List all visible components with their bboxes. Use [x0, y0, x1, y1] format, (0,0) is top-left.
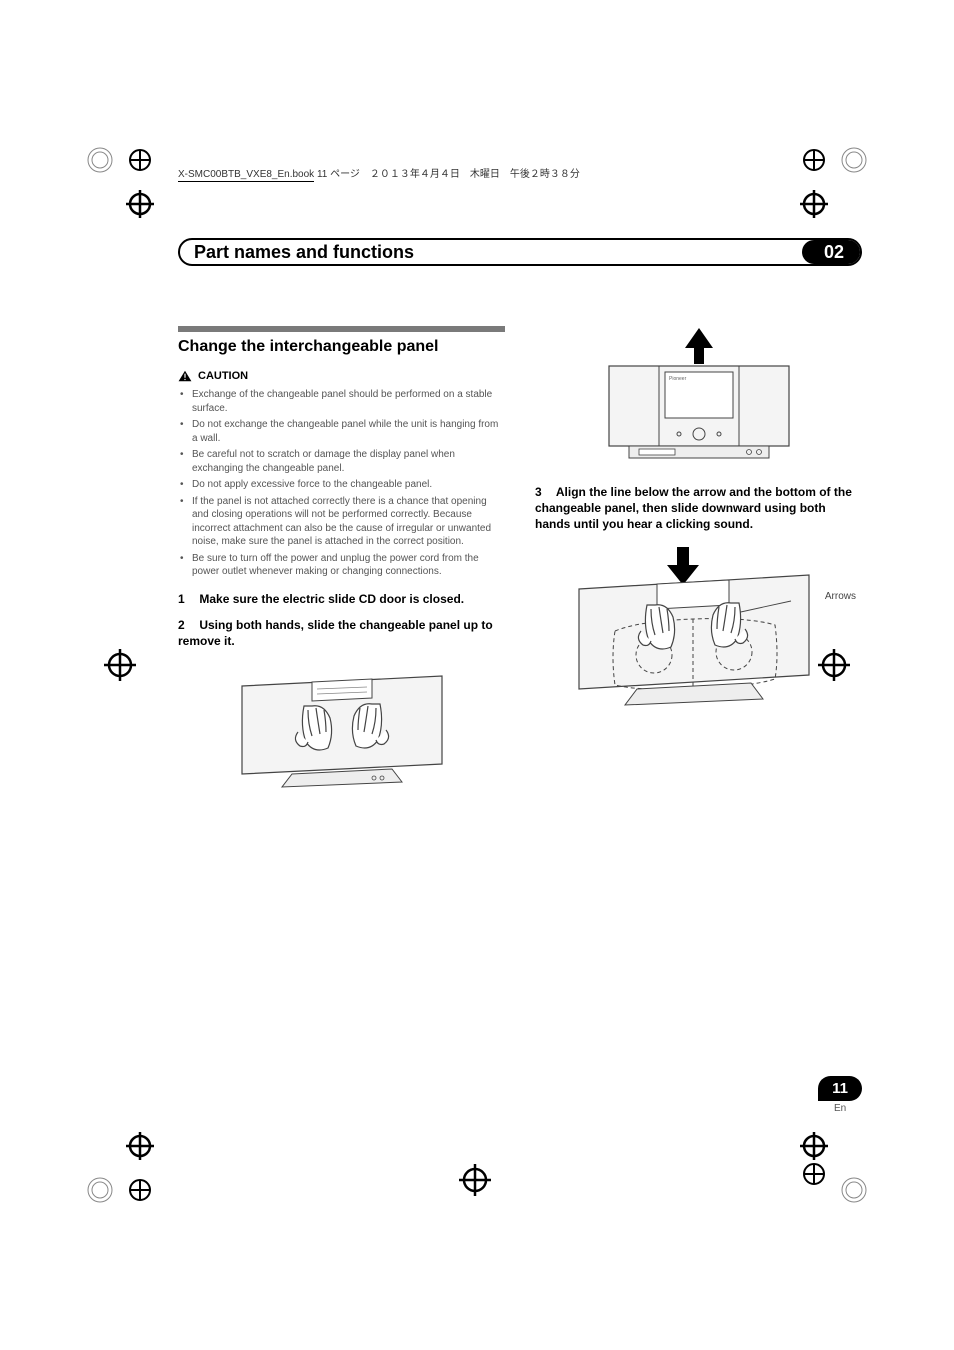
caution-item: Be sure to turn off the power and unplug…: [178, 552, 505, 579]
page-number-badge: 11 En: [818, 1076, 862, 1114]
section-title-bar: Part names and functions 02: [178, 238, 862, 266]
caution-item: Do not apply excessive force to the chan…: [178, 478, 505, 492]
crop-mark-tl: [80, 140, 160, 220]
step-2-text: Using both hands, slide the changeable p…: [178, 618, 493, 648]
caution-item: Do not exchange the changeable panel whi…: [178, 418, 505, 445]
crop-mark-bl: [80, 1130, 160, 1210]
crop-mark-ml: [100, 645, 140, 685]
content-columns: Change the interchangeable panel CAUTION…: [178, 326, 862, 809]
section-title: Part names and functions: [180, 242, 414, 263]
caution-list: Exchange of the changeable panel should …: [178, 388, 505, 579]
step-3: 3 Align the line below the arrow and the…: [535, 484, 862, 533]
subsection-heading: Change the interchangeable panel: [178, 338, 505, 356]
section-number: 02: [802, 240, 860, 264]
page-lang: En: [818, 1103, 862, 1114]
svg-text:Pioneer: Pioneer: [669, 376, 687, 382]
crop-mark-br: [794, 1130, 874, 1210]
step-3-number: 3: [535, 484, 553, 500]
crop-mark-bc: [455, 1160, 495, 1200]
step-1-text: Make sure the electric slide CD door is …: [199, 592, 464, 606]
left-column: Change the interchangeable panel CAUTION…: [178, 326, 505, 809]
step-1-number: 1: [178, 591, 196, 607]
caution-icon: [178, 370, 192, 382]
print-header: X-SMC00BTB_VXE8_En.book 11 ページ ２０１３年４月４日…: [178, 165, 862, 182]
print-header-pageinfo: 11 ページ ２０１３年４月４日 木曜日 午後２時３８分: [317, 169, 580, 180]
caution-row: CAUTION: [178, 370, 505, 382]
step-1: 1 Make sure the electric slide CD door i…: [178, 591, 505, 607]
caution-item: Exchange of the changeable panel should …: [178, 388, 505, 415]
right-column: Pioneer 3 Align the line below the arrow…: [535, 326, 862, 809]
caution-label: CAUTION: [198, 370, 248, 382]
page-number: 11: [818, 1076, 862, 1101]
figure-step2: [178, 661, 505, 791]
step-2-number: 2: [178, 617, 196, 633]
print-header-filename: X-SMC00BTB_VXE8_En.book: [178, 169, 314, 182]
caution-item: Be careful not to scratch or damage the …: [178, 448, 505, 475]
figure-unit-up-arrow: Pioneer: [535, 326, 862, 466]
arrows-label: Arrows: [825, 591, 856, 602]
step-3-text: Align the line below the arrow and the b…: [535, 485, 852, 531]
step-2: 2 Using both hands, slide the changeable…: [178, 617, 505, 649]
heading-rule: [178, 326, 505, 332]
figure-step3: Arrows: [535, 545, 862, 715]
caution-item: If the panel is not attached correctly t…: [178, 495, 505, 549]
